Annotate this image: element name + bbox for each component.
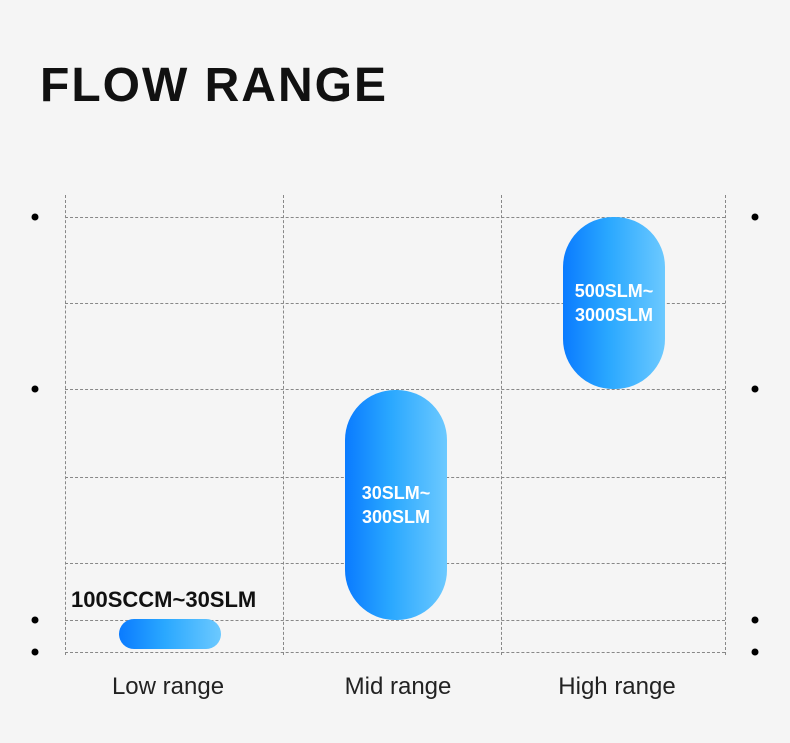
grid-vline <box>65 195 66 655</box>
axis-label: Low range <box>112 673 224 701</box>
pill-label-line1: 30SLM~ <box>362 481 431 505</box>
grid-dot <box>752 214 759 221</box>
grid-hline <box>65 652 725 653</box>
axis-label: High range <box>558 673 675 701</box>
pill-label-line1: 500SLM~ <box>575 279 654 303</box>
grid-dot <box>32 386 39 393</box>
mid-range-pill: 30SLM~300SLM <box>345 390 447 620</box>
grid-dot <box>32 214 39 221</box>
high-range-pill: 500SLM~3000SLM <box>563 217 665 389</box>
grid-vline <box>283 195 284 655</box>
grid-vline <box>501 195 502 655</box>
grid-dot <box>32 617 39 624</box>
pill-label-line2: 300SLM <box>362 505 430 529</box>
pill-label-line2: 3000SLM <box>575 303 653 327</box>
flow-range-chart: 100SCCM~30SLM30SLM~300SLM500SLM~3000SLM … <box>35 195 755 655</box>
page-title: FLOW RANGE <box>40 58 388 113</box>
grid-vline <box>725 195 726 655</box>
grid-dot <box>752 617 759 624</box>
axis-label: Mid range <box>345 673 452 701</box>
grid-dot <box>752 649 759 656</box>
low-range-pill-label: 100SCCM~30SLM <box>71 587 256 613</box>
grid-dot <box>752 386 759 393</box>
low-range-pill <box>119 619 221 649</box>
grid-dot <box>32 649 39 656</box>
